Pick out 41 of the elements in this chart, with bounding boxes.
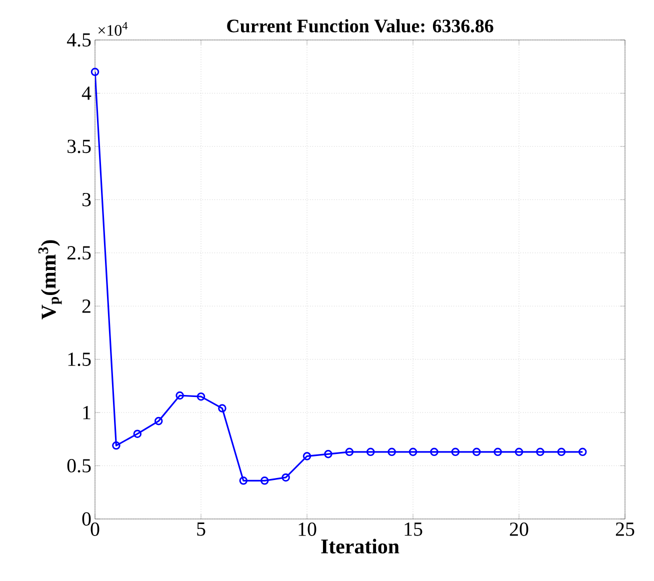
point [196,392,206,401]
point [514,448,524,456]
point [388,448,396,456]
y-tick-label: 4 [82,86,92,100]
point [408,448,418,456]
point [472,448,481,456]
point [345,448,354,456]
y-tick-label: 1 [83,406,90,420]
point [302,452,312,460]
point [324,450,332,458]
point [112,441,120,450]
point [282,473,290,482]
x-tick-label: 20 [510,522,528,536]
y-tick-label: 3.5 [68,140,91,154]
point [176,391,184,400]
point [366,448,375,456]
y-tick-label: 2.5 [67,246,91,260]
point [430,448,438,456]
x-tick-label: 10 [298,522,316,536]
point [154,416,163,426]
point [133,430,142,438]
y-tick-label: 3 [82,192,91,206]
y-tick-label: 2 [82,300,90,313]
point [260,476,269,485]
y-tick-label: 1.5 [68,352,91,366]
x-tick-label: 25 [616,522,634,536]
x-tick-label: 15 [404,522,422,536]
y-tick-label: 0 [82,512,91,526]
y-axis-title: V$_{p}$(mm$^{3}$) [38,240,62,320]
point [494,448,502,456]
x-tick-label: 5 [197,522,206,536]
point [536,448,544,456]
point [451,448,460,456]
chart-title: Current Function Value: 6336.86 [227,19,494,32]
x-axis-title: Iteration [321,538,400,554]
y-tick-label: 0.5 [67,459,91,473]
text: ×10$^{4}$ [98,22,128,36]
point [218,404,226,412]
point [557,448,566,456]
point [239,476,248,485]
y-tick-label: 4.5 [66,33,91,47]
